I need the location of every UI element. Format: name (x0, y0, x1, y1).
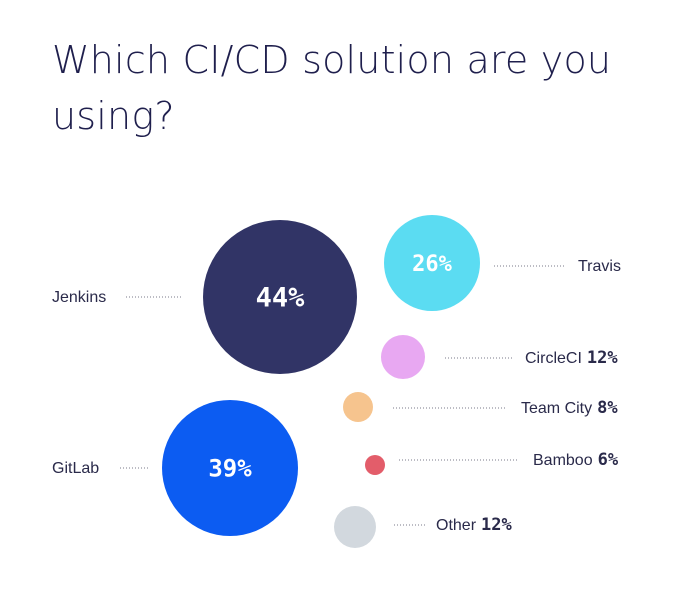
bubble-circleci (381, 335, 425, 379)
bubble-group-circleci: CircleCI 12% (381, 335, 618, 379)
value-team-city: 8% (597, 398, 618, 418)
bubble-group-jenkins: Jenkins 44% (52, 220, 357, 374)
label-circleci: CircleCI (525, 350, 582, 367)
label-travis: Travis (578, 258, 621, 275)
label-gitlab: GitLab (52, 460, 99, 477)
value-bamboo: 6% (598, 450, 619, 470)
label-team-city: Team City (521, 400, 592, 417)
bubble-team-city (343, 392, 373, 422)
value-jenkins: 44% (256, 283, 306, 314)
label-bamboo: Bamboo (533, 452, 593, 469)
label-jenkins: Jenkins (52, 289, 106, 306)
bubble-group-other: Other 12% (334, 506, 512, 548)
bubble-group-travis: Travis 26% (384, 215, 621, 311)
bubble-gitlab (162, 400, 298, 536)
value-circleci: 12% (587, 348, 618, 368)
bubble-group-bamboo: Bamboo 6% (365, 450, 619, 475)
bubble-other (334, 506, 376, 548)
bubble-travis (384, 215, 480, 311)
bubble-bamboo (365, 455, 385, 475)
value-travis: 26% (412, 252, 452, 277)
bubble-jenkins (203, 220, 357, 374)
bubble-group-gitlab: GitLab 39% (52, 400, 298, 536)
bubble-group-team-city: Team City 8% (343, 392, 618, 422)
value-other: 12% (481, 515, 512, 535)
chart-title: Which CI/CD solution are you using? (52, 38, 612, 138)
label-other: Other (436, 517, 477, 534)
value-gitlab: 39% (208, 455, 252, 483)
